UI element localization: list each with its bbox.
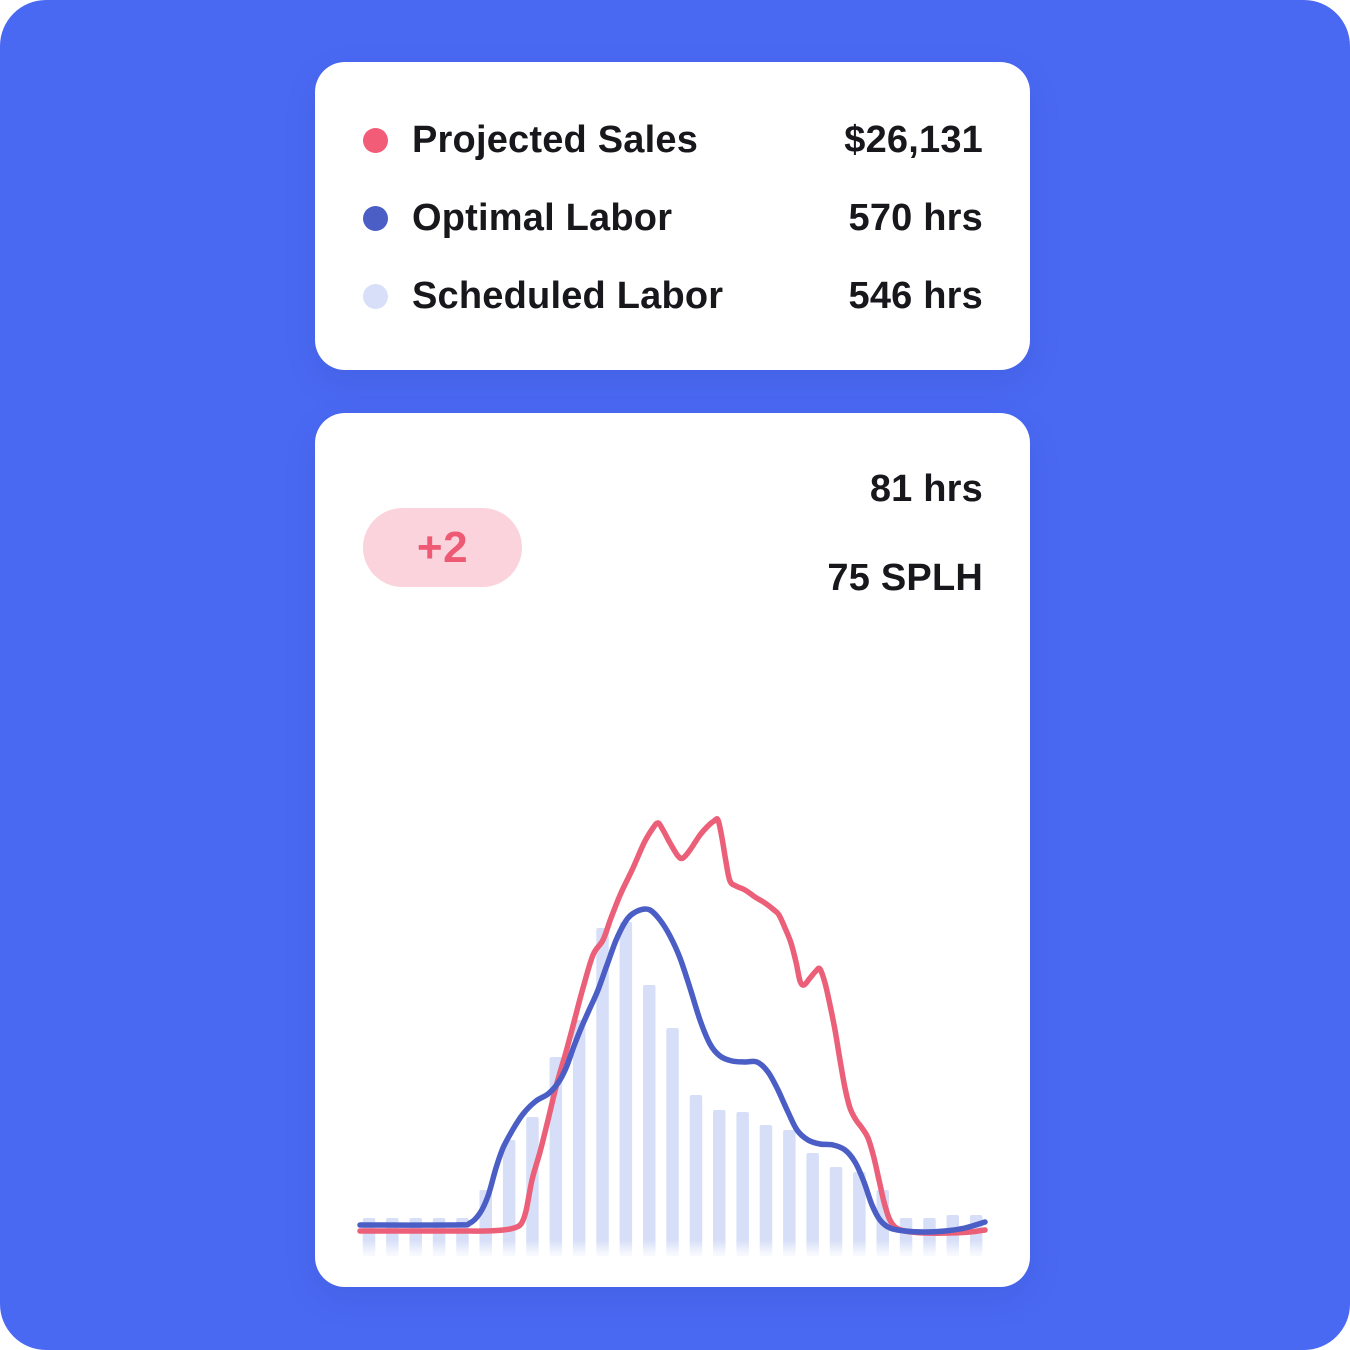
legend-value: $26,131 bbox=[844, 118, 983, 161]
legend-item-scheduled-labor: Scheduled Labor 546 hrs bbox=[363, 257, 983, 335]
hours-stat: 81 hrs bbox=[869, 468, 983, 510]
legend-value: 546 hrs bbox=[848, 274, 983, 317]
extra-count-badge[interactable]: +2 bbox=[363, 508, 522, 587]
legend-item-projected-sales: Projected Sales $26,131 bbox=[363, 101, 983, 179]
scheduled-labor-bars bbox=[362, 922, 983, 1256]
labor-forecast-chart[interactable] bbox=[345, 783, 1005, 1263]
summary-legend-card: Projected Sales $26,131 Optimal Labor 57… bbox=[315, 62, 1030, 370]
splh-stat: 75 SPLH bbox=[827, 557, 983, 599]
legend-label: Optimal Labor bbox=[412, 196, 673, 239]
chart-canvas bbox=[345, 816, 1005, 1263]
forecast-lines bbox=[357, 816, 988, 1236]
projected-sales-dot-icon bbox=[363, 127, 388, 153]
legend-label: Scheduled Labor bbox=[412, 274, 724, 317]
baseline-fade bbox=[345, 1240, 1005, 1263]
legend-label: Projected Sales bbox=[412, 118, 699, 161]
legend-item-optimal-labor: Optimal Labor 570 hrs bbox=[363, 179, 983, 257]
legend-value: 570 hrs bbox=[848, 196, 983, 239]
scheduled-labor-dot-icon bbox=[363, 283, 388, 309]
labor-chart-card: +2 81 hrs 75 SPLH bbox=[315, 413, 1030, 1287]
optimal-labor-dot-icon bbox=[363, 205, 388, 231]
